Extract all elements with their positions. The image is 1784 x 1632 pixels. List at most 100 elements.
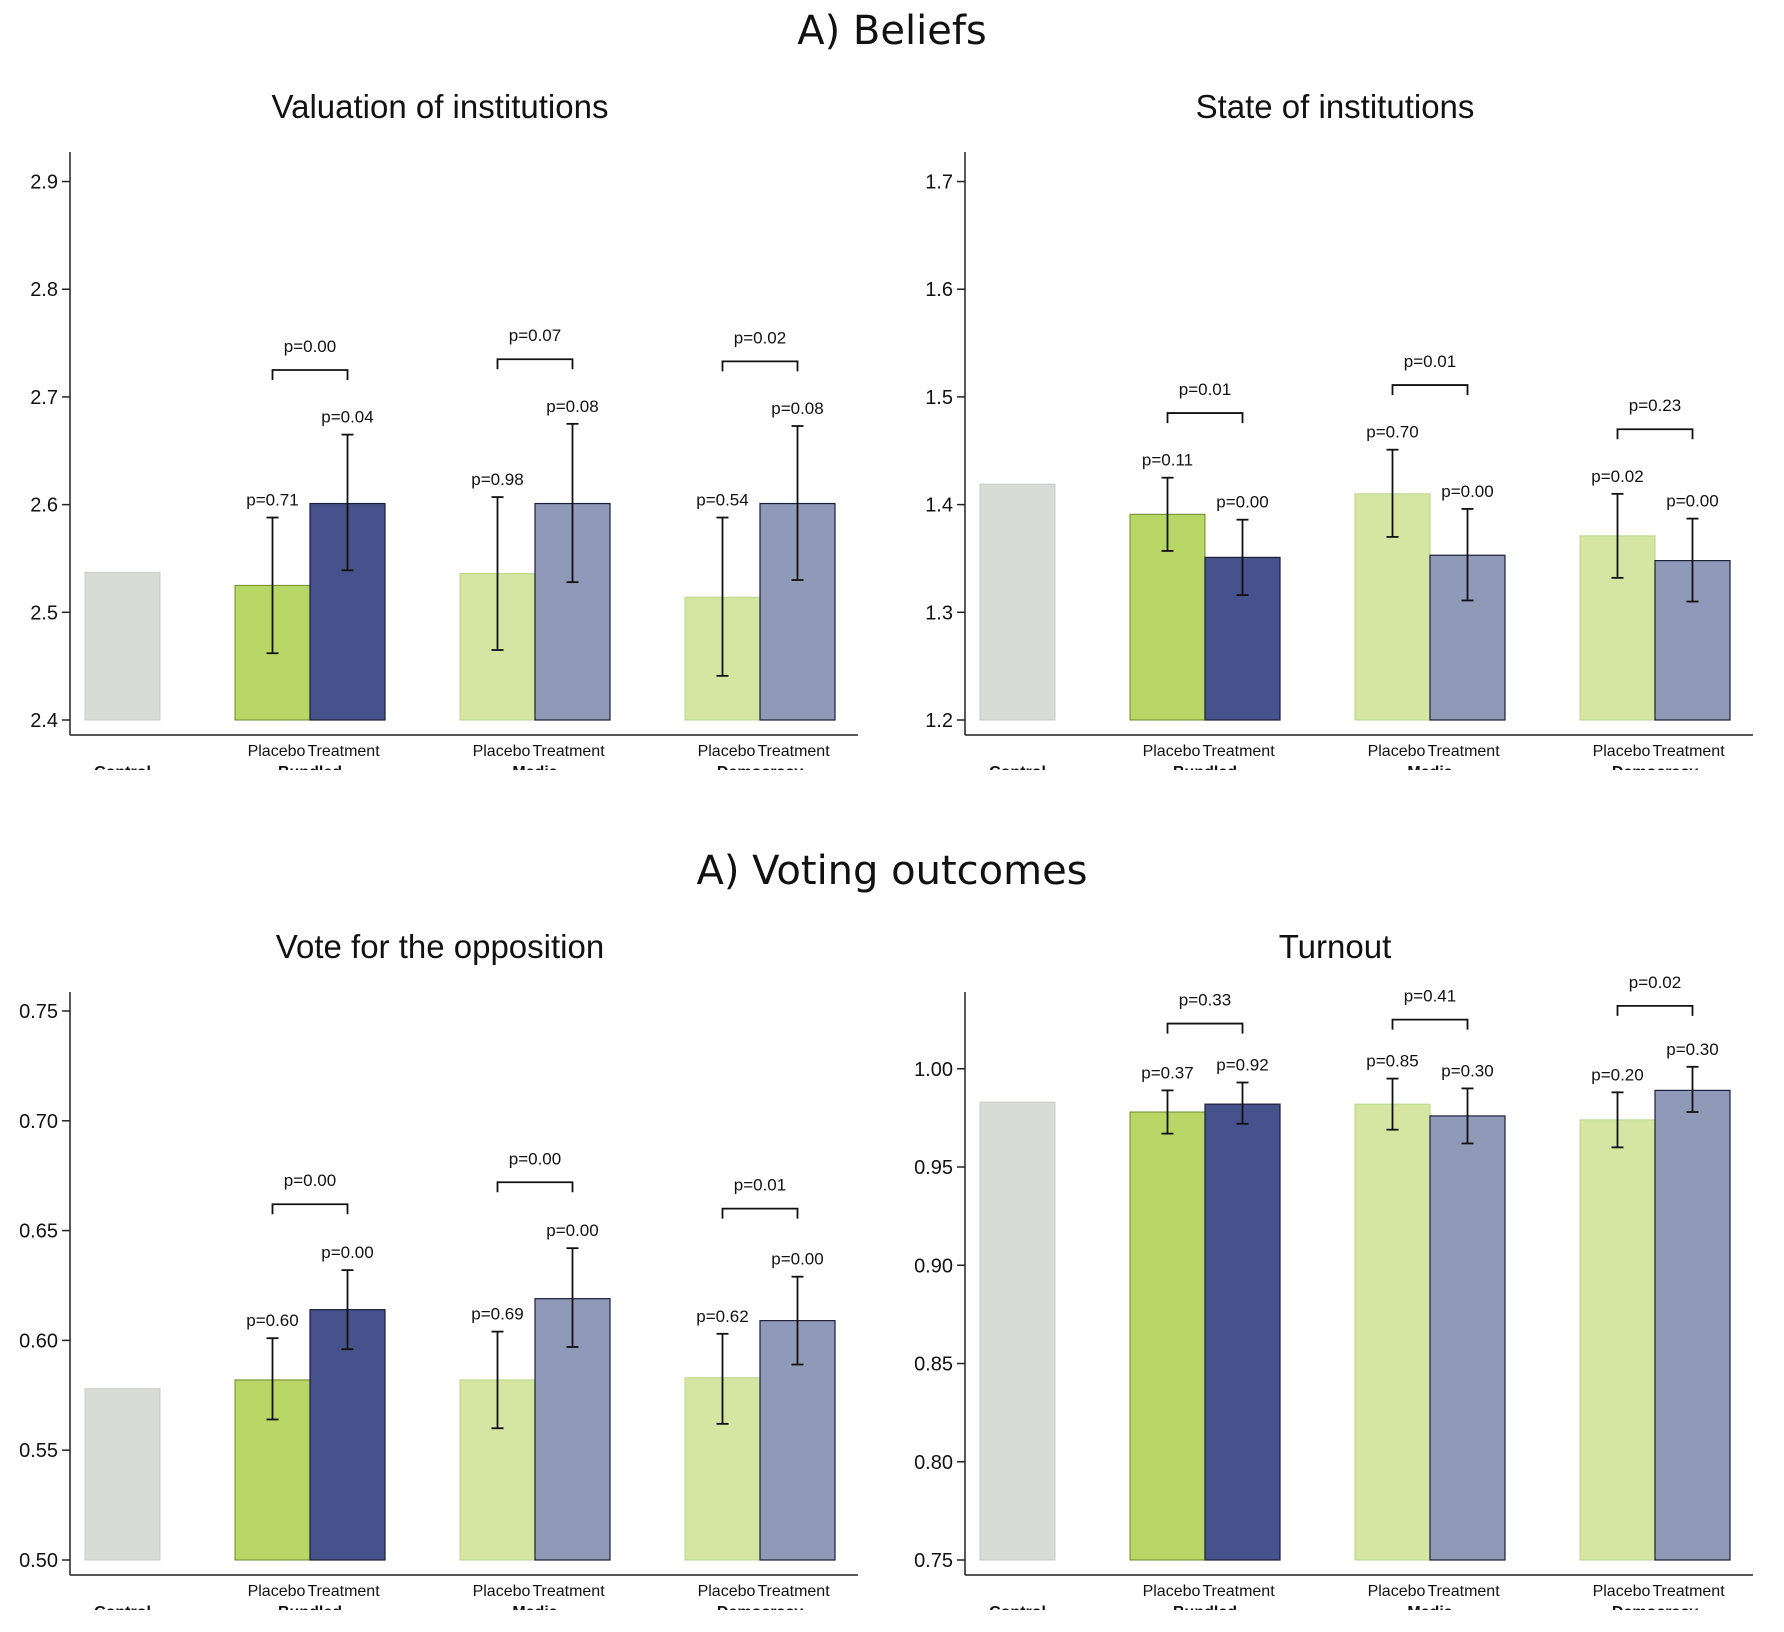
chart-turnout-svg: Turnout 0.75 0.80 0.85 0.90 0.95 1.00 Control p=… <box>914 928 1753 1621</box>
placebo-label: Placebo <box>1593 743 1651 760</box>
p-value-label-placebo: p=0.54 <box>696 491 748 510</box>
diff-bracket <box>721 1207 799 1219</box>
treatment-label: Treatment <box>757 1583 830 1600</box>
group-label-media: Media <box>512 1604 557 1610</box>
p-value-label-treatment: p=0.00 <box>546 1221 598 1240</box>
diff-p-value-label: p=0.01 <box>1179 380 1231 399</box>
y-tick-label: 0.70 <box>19 1111 58 1133</box>
y-tick-label: 1.3 <box>925 602 953 624</box>
p-value-label-placebo: p=0.98 <box>471 470 523 489</box>
y-tick-label: 2.5 <box>30 602 58 624</box>
diff-bracket <box>271 369 349 380</box>
treatment-label: Treatment <box>1652 1583 1725 1600</box>
diff-bracket <box>1616 428 1694 440</box>
chart-state-svg: State of institutions 1.2 1.3 1.4 1.5 1.6 1.7 C… <box>925 88 1753 781</box>
y-tick-label: 2.9 <box>30 172 58 194</box>
y-tick-label: 2.7 <box>30 387 58 409</box>
y-tick-label: 0.60 <box>19 1330 58 1352</box>
y-tick-label: 1.00 <box>914 1059 953 1081</box>
chart-title: Valuation of institutions <box>272 88 609 125</box>
y-tick-label: 1.5 <box>925 387 953 409</box>
y-tick-label: 0.90 <box>914 1255 953 1277</box>
diff-bracket <box>496 1181 574 1193</box>
group-label-control: Control <box>989 1604 1046 1610</box>
p-value-label-placebo: p=0.71 <box>246 491 298 510</box>
bar-control <box>979 483 1056 721</box>
placebo-label: Placebo <box>1368 743 1426 760</box>
group-label-democracy: Democracy <box>1612 764 1698 770</box>
p-value-label-treatment: p=0.00 <box>321 1243 373 1262</box>
group-label-democracy: Democracy <box>717 764 803 770</box>
group-label-bundled: Bundled <box>278 764 342 770</box>
group-label-democracy: Democracy <box>1612 1604 1698 1610</box>
diff-p-value-label: p=0.01 <box>734 1176 786 1195</box>
diff-p-value-label: p=0.00 <box>284 337 336 356</box>
y-tick-label: 1.2 <box>925 710 953 732</box>
treatment-label: Treatment <box>532 1583 605 1600</box>
p-value-label-treatment: p=0.00 <box>1216 493 1268 512</box>
bar-media-placebo <box>1354 1103 1431 1561</box>
p-value-label-placebo: p=0.20 <box>1591 1065 1643 1084</box>
group-label-control: Control <box>94 764 151 770</box>
bar-bundled-treatment <box>1204 1103 1281 1561</box>
treatment-label: Treatment <box>1652 743 1725 760</box>
bar-control <box>84 571 161 721</box>
placebo-label: Placebo <box>473 1583 531 1600</box>
diff-p-value-label: p=0.01 <box>1404 352 1456 371</box>
diff-p-value-label: p=0.00 <box>509 1149 561 1168</box>
bar-control <box>84 1388 161 1561</box>
y-tick-label: 0.80 <box>914 1452 953 1474</box>
placebo-label: Placebo <box>1143 743 1201 760</box>
y-tick-label: 1.6 <box>925 279 953 301</box>
diff-bracket <box>1166 1022 1244 1034</box>
y-tick-label: 0.85 <box>914 1354 953 1376</box>
diff-bracket <box>721 360 799 372</box>
p-value-label-treatment: p=0.08 <box>546 397 598 416</box>
placebo-label: Placebo <box>473 743 531 760</box>
y-tick-label: 0.65 <box>19 1221 58 1243</box>
treatment-label: Treatment <box>307 1583 380 1600</box>
treatment-label: Treatment <box>307 743 380 760</box>
chart-title: State of institutions <box>1196 88 1475 125</box>
bar-control <box>979 1101 1056 1561</box>
voting-section-title: A) Voting outcomes <box>696 848 1088 894</box>
diff-p-value-label: p=0.23 <box>1629 396 1681 415</box>
placebo-label: Placebo <box>698 743 756 760</box>
diff-p-value-label: p=0.07 <box>509 326 561 345</box>
diff-bracket <box>1391 1018 1469 1030</box>
p-value-label-placebo: p=0.11 <box>1142 451 1193 470</box>
bar-democracy-treatment <box>1654 1089 1731 1561</box>
bar-bundled-treatment <box>309 1309 386 1561</box>
bar-media-treatment <box>1429 1115 1506 1561</box>
p-value-label-treatment: p=0.00 <box>1441 482 1493 501</box>
p-value-label-treatment: p=0.08 <box>771 399 823 418</box>
diff-p-value-label: p=0.00 <box>284 1171 336 1190</box>
placebo-label: Placebo <box>1143 1583 1201 1600</box>
treatment-label: Treatment <box>1202 743 1275 760</box>
p-value-label-placebo: p=0.69 <box>471 1305 523 1324</box>
diff-bracket <box>1166 412 1244 424</box>
placebo-label: Placebo <box>248 1583 306 1600</box>
chart-vote-svg: Vote for the opposition 0.50 0.55 0.60 0.65 0… <box>19 928 858 1621</box>
y-tick-label: 1.7 <box>925 172 953 194</box>
placebo-label: Placebo <box>1593 1583 1651 1600</box>
y-tick-label: 0.75 <box>19 1001 58 1023</box>
y-tick-label: 0.95 <box>914 1157 953 1179</box>
chart-valuation-of-institutions: Valuation of institutions 2.4 2.5 2.6 2.7 2.8… <box>0 70 880 781</box>
treatment-label: Treatment <box>532 743 605 760</box>
p-value-label-placebo: p=0.70 <box>1366 423 1418 442</box>
y-tick-label: 2.6 <box>30 495 58 517</box>
p-value-label-placebo: p=0.62 <box>696 1307 748 1326</box>
treatment-label: Treatment <box>1202 1583 1275 1600</box>
diff-bracket <box>1391 384 1469 396</box>
group-label-media: Media <box>1407 764 1452 770</box>
p-value-label-placebo: p=0.60 <box>246 1311 298 1330</box>
treatment-label: Treatment <box>1427 1583 1500 1600</box>
p-value-label-treatment: p=0.04 <box>321 408 373 427</box>
diff-bracket <box>1616 1004 1694 1016</box>
y-tick-label: 0.50 <box>19 1550 58 1572</box>
y-tick-label: 0.75 <box>914 1550 953 1572</box>
group-label-media: Media <box>1407 1604 1452 1610</box>
group-label-bundled: Bundled <box>1173 1604 1237 1610</box>
p-value-label-placebo: p=0.37 <box>1141 1063 1193 1082</box>
